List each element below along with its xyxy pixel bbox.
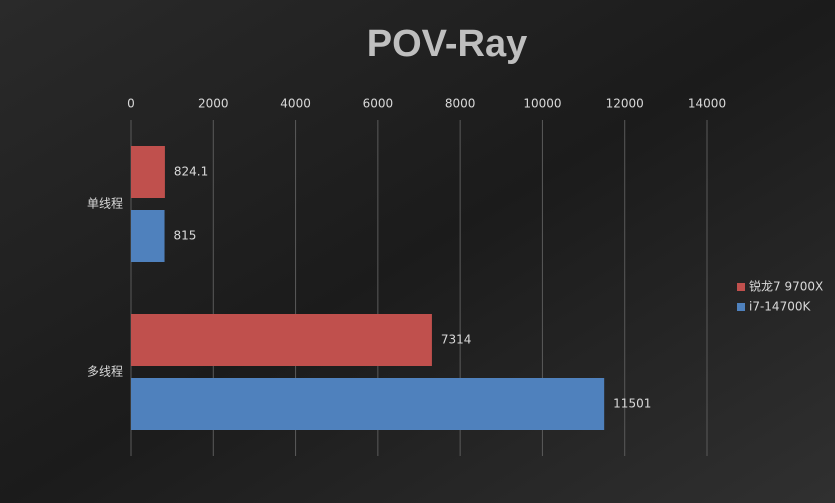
x-tick-label: 8000 [445,97,476,111]
bar [131,314,432,366]
legend-swatch [737,303,745,311]
x-tick-label: 10000 [523,97,561,111]
x-tick-label: 6000 [363,97,394,111]
legend-label: i7-14700K [749,300,811,314]
y-tick-label: 多线程 [87,364,123,379]
bar [131,146,165,198]
bar [131,378,605,430]
bar [131,210,165,262]
x-tick-label: 14000 [688,97,726,111]
value-label: 7314 [441,333,472,347]
x-tick-label: 12000 [606,97,644,111]
legend-label: 锐龙7 9700X [749,280,823,294]
x-tick-label: 0 [127,97,135,111]
x-tick-label: 4000 [280,97,311,111]
value-label: 824.1 [174,165,208,179]
legend-swatch [737,283,745,291]
value-label: 11501 [613,397,651,411]
x-tick-label: 2000 [198,97,229,111]
chart-title: POV-Ray [367,23,528,65]
value-label: 815 [174,229,197,243]
y-tick-label: 单线程 [87,196,123,211]
